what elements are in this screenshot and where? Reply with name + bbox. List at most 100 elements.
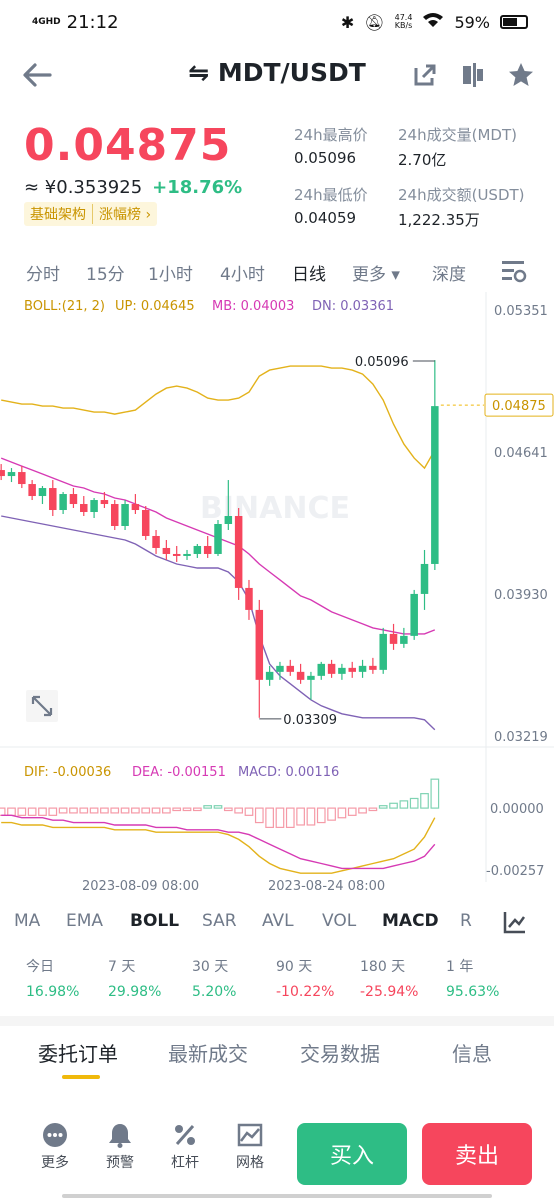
boll-lower-line	[1, 515, 436, 731]
indicator-boll[interactable]: BOLL	[130, 911, 180, 931]
indicator-avl[interactable]: AVL	[262, 911, 294, 931]
share-icon[interactable]	[410, 60, 440, 90]
candle-body	[100, 500, 109, 505]
tab-open-orders[interactable]: 委托订单	[38, 1042, 118, 1066]
candle	[152, 529, 160, 554]
order-tabs: 委托订单 最新成交 交易数据 信息	[0, 1030, 554, 1082]
stat-label: 24h最低价	[294, 186, 368, 204]
macd-tick-label: -0.00257	[486, 864, 544, 879]
indicator-vol[interactable]: VOL	[322, 911, 357, 931]
candle-body	[369, 665, 377, 670]
candle	[379, 627, 387, 674]
candle-body	[28, 484, 36, 497]
candle-body	[338, 667, 346, 674]
candle-body	[193, 545, 202, 554]
boll-legend-label: BOLL:(21, 2)	[24, 299, 105, 314]
chart-settings-icon[interactable]	[500, 258, 528, 284]
candle-body	[18, 472, 26, 485]
candle-body	[276, 665, 284, 672]
tab-recent-trades[interactable]: 最新成交	[168, 1042, 248, 1066]
macd-bar	[223, 807, 233, 812]
tag-gainers[interactable]: 涨幅榜 ›	[92, 204, 151, 224]
candle-body	[400, 635, 408, 644]
back-arrow-icon[interactable]	[20, 60, 56, 90]
stat-label: 24h成交额(USDT)	[398, 186, 525, 204]
grid-button[interactable]: 网格	[225, 1122, 275, 1172]
speed-unit: KB/s	[394, 21, 413, 30]
macd-legend-dif: DIF: -0.00036	[24, 765, 111, 780]
price-change: +18.76%	[152, 177, 243, 198]
interval-time-sharing[interactable]: 分时	[26, 265, 60, 285]
favorite-star-icon[interactable]	[506, 60, 536, 90]
candle	[38, 486, 47, 505]
candle-body	[327, 663, 336, 674]
perf-value: 16.98%	[26, 984, 80, 1000]
candle	[131, 494, 140, 515]
tab-info[interactable]: 信息	[452, 1042, 492, 1066]
macd-bar	[17, 807, 27, 816]
battery-icon	[500, 15, 528, 29]
interval-more[interactable]: 更多 ▾	[352, 265, 400, 285]
interval-1d[interactable]: 日线	[292, 265, 326, 285]
macd-bar	[254, 807, 264, 824]
buy-button[interactable]: 买入	[297, 1123, 407, 1185]
price-chart[interactable]: BOLL:(21, 2) UP: 0.04645 MB: 0.04003 DN:…	[0, 292, 554, 902]
candle	[18, 466, 26, 489]
interval-1h[interactable]: 1小时	[148, 265, 193, 285]
macd-bar	[389, 802, 398, 809]
expand-icon[interactable]	[26, 690, 58, 722]
interval-4h[interactable]: 4小时	[220, 265, 265, 285]
perf-value: 5.20%	[192, 984, 237, 1000]
indicator-ema[interactable]: EMA	[66, 911, 104, 931]
tab-indicator	[62, 1075, 100, 1079]
candle	[369, 657, 377, 674]
margin-button[interactable]: 杠杆	[160, 1122, 210, 1172]
macd-legend-dea: DEA: -0.00151	[132, 765, 226, 780]
perf-value: -25.94%	[360, 984, 419, 1000]
stat-value: 0.05096	[294, 149, 357, 167]
candle	[431, 360, 439, 570]
category-tags[interactable]: 基础架构 涨幅榜 ›	[24, 202, 158, 226]
y-tick-label: 0.03930	[494, 588, 548, 603]
candle	[69, 488, 78, 509]
stats-grid: 24h最高价 0.05096 24h成交量(MDT) 2.70亿 24h最低价 0.0…	[294, 124, 544, 230]
candle-body	[131, 504, 140, 511]
macd-bar	[378, 805, 388, 809]
indicator-r[interactable]: R	[460, 911, 472, 931]
depth-tab[interactable]: 深度	[432, 265, 466, 285]
pair-title[interactable]: ⇋ MDT/USDT	[0, 58, 554, 87]
indicator-macd[interactable]: MACD	[382, 911, 439, 931]
margin-label: 杠杆	[171, 1155, 199, 1171]
macd-bar	[265, 807, 274, 828]
high-price-label: 0.05096	[355, 355, 409, 370]
candle-body	[255, 609, 264, 680]
indicator-sar[interactable]: SAR	[202, 911, 237, 931]
candle-body	[141, 510, 150, 536]
interval-15m[interactable]: 15分	[86, 265, 125, 285]
percent-icon	[175, 1125, 195, 1145]
indicator-settings-icon[interactable]	[502, 909, 528, 935]
macd-bar	[69, 807, 78, 814]
candle	[265, 665, 274, 686]
layout-icon[interactable]	[458, 60, 488, 90]
tag-category[interactable]: 基础架构	[30, 207, 86, 223]
candle-body	[90, 500, 98, 513]
signal-icon: 4GHD	[32, 17, 61, 27]
cny-price: ≈ ¥0.353925	[24, 177, 143, 198]
macd-bar	[48, 807, 58, 816]
candle	[348, 661, 356, 678]
boll-legend-dn: DN: 0.03361	[312, 299, 394, 314]
sell-button[interactable]: 卖出	[422, 1123, 532, 1185]
tab-trading-data[interactable]: 交易数据	[300, 1042, 380, 1066]
mute-icon: 🔕︎	[364, 12, 385, 32]
more-button[interactable]: 更多	[30, 1122, 80, 1172]
stat-label: 24h成交量(MDT)	[398, 126, 517, 144]
indicator-ma[interactable]: MA	[14, 911, 41, 931]
bottom-action-bar: 更多 预警 杠杆 网格 买入 卖出	[0, 1114, 554, 1194]
candle-body	[348, 667, 356, 672]
candle	[193, 543, 202, 558]
alert-button[interactable]: 预警	[95, 1122, 145, 1172]
candle-body	[410, 593, 418, 636]
candle-body	[59, 494, 67, 511]
macd-bar	[131, 807, 140, 814]
